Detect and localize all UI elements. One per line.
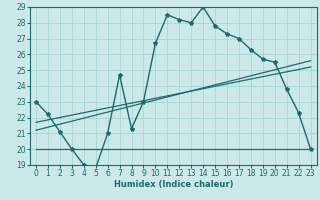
X-axis label: Humidex (Indice chaleur): Humidex (Indice chaleur) — [114, 180, 233, 189]
